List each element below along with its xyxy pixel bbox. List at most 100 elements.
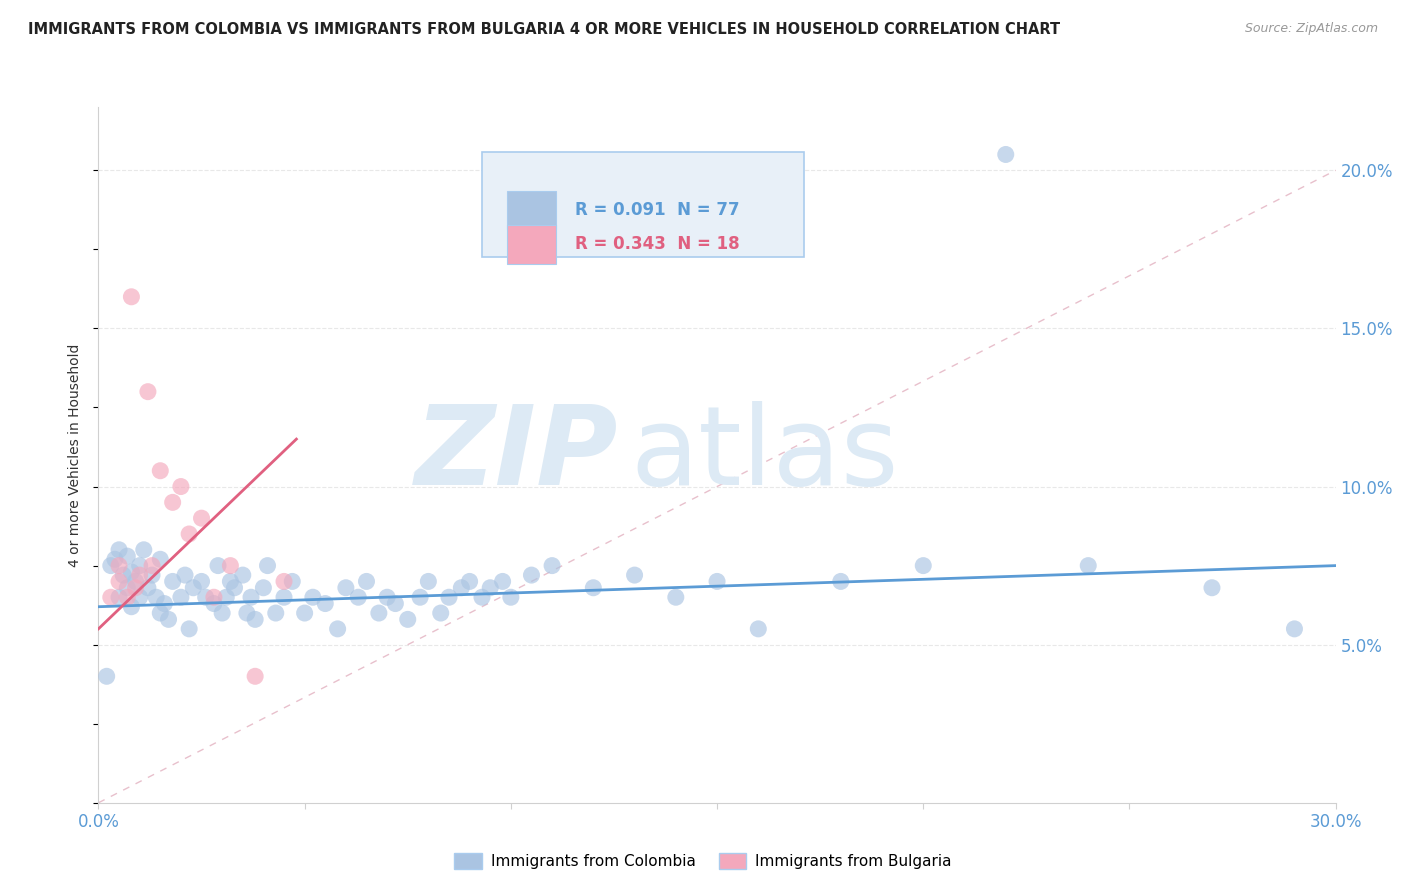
Point	[471, 591, 494, 605]
Point	[450, 581, 472, 595]
Point	[335, 581, 357, 595]
Point	[124, 574, 146, 589]
Point	[170, 591, 193, 605]
Point	[243, 612, 266, 626]
Point	[294, 606, 316, 620]
Point	[96, 669, 118, 683]
Point	[215, 591, 238, 605]
Point	[124, 581, 146, 595]
Point	[104, 552, 127, 566]
Point	[108, 591, 131, 605]
Point	[149, 552, 172, 566]
Point	[520, 568, 543, 582]
Point	[179, 622, 201, 636]
Point	[437, 591, 460, 605]
Point	[153, 597, 176, 611]
Point	[181, 581, 204, 595]
Point	[136, 384, 159, 399]
Text: R = 0.091  N = 77: R = 0.091 N = 77	[575, 201, 740, 219]
Point	[264, 606, 287, 620]
Point	[252, 581, 274, 595]
Text: IMMIGRANTS FROM COLOMBIA VS IMMIGRANTS FROM BULGARIA 4 OR MORE VEHICLES IN HOUSE: IMMIGRANTS FROM COLOMBIA VS IMMIGRANTS F…	[28, 22, 1060, 37]
Point	[1201, 581, 1223, 595]
Point	[418, 574, 440, 589]
Point	[120, 599, 142, 614]
Point	[219, 574, 242, 589]
Point	[706, 574, 728, 589]
Point	[541, 558, 564, 573]
FancyBboxPatch shape	[506, 191, 557, 229]
Point	[145, 591, 167, 605]
FancyBboxPatch shape	[482, 153, 804, 257]
Point	[149, 606, 172, 620]
Text: ZIP: ZIP	[415, 401, 619, 508]
Point	[314, 597, 336, 611]
Point	[112, 568, 135, 582]
Point	[240, 591, 263, 605]
Point	[128, 568, 150, 582]
Point	[458, 574, 481, 589]
Point	[409, 591, 432, 605]
Point	[830, 574, 852, 589]
Point	[1077, 558, 1099, 573]
Point	[665, 591, 688, 605]
Point	[219, 558, 242, 573]
Point	[117, 581, 139, 595]
Point	[141, 568, 163, 582]
Point	[174, 568, 197, 582]
Point	[100, 591, 122, 605]
Point	[108, 558, 131, 573]
Point	[396, 612, 419, 626]
Point	[162, 495, 184, 509]
Point	[273, 591, 295, 605]
Point	[202, 591, 225, 605]
Point	[117, 549, 139, 563]
Point	[149, 464, 172, 478]
Point	[747, 622, 769, 636]
Point	[120, 565, 142, 579]
Point	[190, 574, 212, 589]
Legend: Immigrants from Colombia, Immigrants from Bulgaria: Immigrants from Colombia, Immigrants fro…	[449, 847, 957, 875]
Point	[347, 591, 370, 605]
Text: R = 0.343  N = 18: R = 0.343 N = 18	[575, 235, 740, 253]
Point	[1284, 622, 1306, 636]
Point	[912, 558, 935, 573]
Point	[491, 574, 513, 589]
Point	[367, 606, 389, 620]
Point	[108, 542, 131, 557]
Point	[256, 558, 278, 573]
Point	[994, 147, 1017, 161]
Point	[190, 511, 212, 525]
Point	[136, 581, 159, 595]
Point	[232, 568, 254, 582]
Point	[194, 591, 217, 605]
Point	[157, 612, 180, 626]
Point	[120, 290, 142, 304]
Point	[211, 606, 233, 620]
FancyBboxPatch shape	[506, 226, 557, 263]
Point	[236, 606, 259, 620]
Point	[281, 574, 304, 589]
Point	[375, 591, 398, 605]
Point	[429, 606, 451, 620]
Point	[141, 558, 163, 573]
Point	[179, 527, 201, 541]
Point	[582, 581, 605, 595]
Point	[243, 669, 266, 683]
Text: atlas: atlas	[630, 401, 898, 508]
Point	[117, 591, 139, 605]
Point	[326, 622, 349, 636]
Point	[100, 558, 122, 573]
Point	[479, 581, 502, 595]
Point	[128, 591, 150, 605]
Point	[128, 558, 150, 573]
Y-axis label: 4 or more Vehicles in Household: 4 or more Vehicles in Household	[69, 343, 83, 566]
Point	[224, 581, 246, 595]
Point	[202, 597, 225, 611]
Point	[132, 542, 155, 557]
Point	[384, 597, 406, 611]
Point	[273, 574, 295, 589]
Point	[302, 591, 325, 605]
Point	[623, 568, 645, 582]
Point	[207, 558, 229, 573]
